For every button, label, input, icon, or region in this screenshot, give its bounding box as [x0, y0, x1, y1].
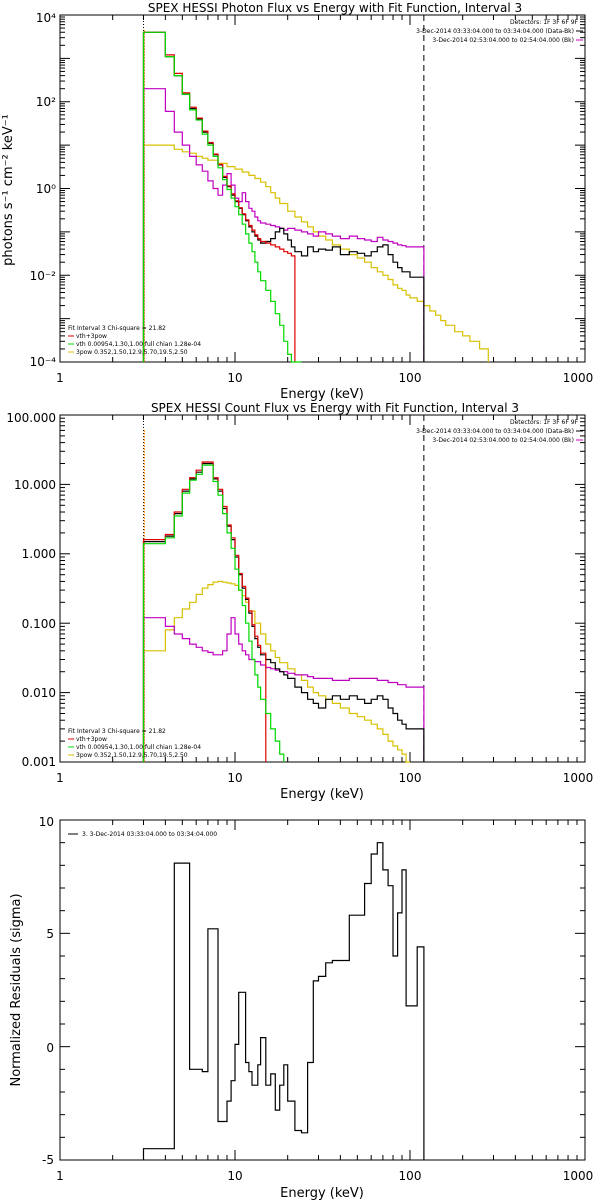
count-ytick-0.001: 0.001 [22, 755, 56, 769]
count-legend-total: vth+3pow [76, 736, 107, 743]
photon-series-vth-3pow [142, 31, 296, 362]
count-series-vth-3pow [142, 461, 267, 762]
count-xtick-100: 100 [399, 771, 422, 785]
residuals-xtick-10: 10 [227, 1169, 242, 1183]
photon-legend-3pow: 3pow 0.352,1.50,12.9,5.70,19.5,2.50 [76, 349, 188, 356]
residuals-series [142, 842, 425, 1160]
count-series [142, 461, 425, 763]
count-legend-detectors: Detectors: 1F 3F 6F 9F [510, 419, 579, 426]
photon-series [142, 31, 489, 363]
count-xlabel: Energy (keV) [280, 787, 364, 802]
photon-series-vth [142, 31, 302, 363]
photon-chart-title: SPEX HESSI Photon Flux vs Energy with Fi… [148, 1, 522, 15]
residuals-xtick-1000: 1000 [563, 1169, 594, 1183]
photon-legend-bottom-left: Fit Interval 3 Chi-square = 21.82 vth+3p… [68, 325, 201, 356]
count-flux-panel: SPEX HESSI Count Flux vs Energy with Fit… [6, 401, 593, 802]
count-series-vth [142, 464, 285, 762]
photon-legend-total: vth+3pow [76, 333, 107, 340]
photon-xtick-1000: 1000 [563, 371, 594, 385]
count-series-data-bk [142, 462, 425, 762]
residuals-xtick-1: 1 [56, 1169, 64, 1183]
photon-series-3pow [142, 144, 489, 362]
residuals-legend: 3. 3-Dec-2014 03:33:04.000 to 03:34:04.0… [82, 831, 217, 838]
residuals-series-residuals [142, 842, 425, 1160]
count-ytick-0.100: 0.100 [22, 617, 56, 631]
count-ticks [59, 415, 585, 763]
count-xtick-1: 1 [56, 771, 64, 785]
count-series-bk [142, 617, 425, 762]
photon-ytick-1e-2: 10⁻² [30, 269, 57, 283]
residuals-ytick-neg5: -5 [42, 1153, 54, 1167]
photon-xtick-1: 1 [56, 371, 64, 385]
count-vlines [142, 415, 425, 762]
residuals-xtick-100: 100 [399, 1169, 422, 1183]
count-xtick-10: 10 [227, 771, 242, 785]
photon-xtick-100: 100 [399, 371, 422, 385]
photon-legend-bk: 3-Dec-2014 02:53:04.000 to 02:54:04.000 … [432, 37, 574, 44]
photon-ticks [59, 15, 585, 363]
count-chart-title: SPEX HESSI Count Flux vs Energy with Fit… [151, 401, 519, 415]
photon-ytick-1e-4: 10⁻⁴ [30, 355, 57, 369]
residuals-ytick-10: 10 [39, 815, 54, 829]
residuals-ylabel: Normalized Residuals (sigma) [9, 893, 24, 1086]
photon-legend-detectors: Detectors: 1F 3F 6F 9F [510, 19, 579, 26]
photon-ytick-1e2: 10² [36, 95, 56, 109]
photon-legend-data: 3-Dec-2014 03:33:04.000 to 03:34:04.000 … [416, 28, 574, 35]
photon-vlines [142, 15, 425, 362]
count-ytick-10.000: 10.000 [14, 478, 56, 492]
residuals-plot-frame [59, 819, 586, 1161]
count-legend-data: 3-Dec-2014 03:33:04.000 to 03:34:04.000 … [416, 428, 574, 435]
count-legend-fit: Fit Interval 3 Chi-square = 21.82 [68, 728, 166, 735]
photon-ytick-1e0: 10⁰ [36, 182, 56, 196]
photon-plot-frame [59, 14, 586, 363]
count-xtick-1000: 1000 [563, 771, 594, 785]
photon-series-bk [142, 88, 425, 362]
photon-ytick-1e4: 10⁴ [36, 11, 56, 25]
count-ytick-0.010: 0.010 [22, 686, 56, 700]
count-legend-3pow: 3pow 0.352,1.50,12.9,5.70,19.5,2.50 [76, 752, 188, 759]
photon-legend-fit: Fit Interval 3 Chi-square = 21.82 [68, 325, 166, 332]
photon-xtick-10: 10 [227, 371, 242, 385]
photon-legend-vth: vth 0.00954,1.30,1.00 full chian 1.28e-0… [76, 341, 201, 348]
count-ytick-1.000: 1.000 [22, 547, 56, 561]
count-legend-top-right: Detectors: 1F 3F 6F 9F 3-Dec-2014 03:33:… [416, 419, 583, 444]
count-legend-bottom-left: Fit Interval 3 Chi-square = 21.82 vth+3p… [68, 728, 201, 759]
residuals-ticks [59, 819, 585, 1161]
count-legend-vth: vth 0.00954,1.30,1.00 full chian 1.28e-0… [76, 744, 201, 751]
count-plot-frame [59, 414, 586, 763]
residuals-panel: 1 10 100 1000 -5 0 5 10 Energy (keV) Nor… [9, 815, 593, 1200]
photon-ylabel: photons s⁻¹ cm⁻² keV⁻¹ [1, 114, 16, 266]
residuals-ytick-5: 5 [46, 927, 54, 941]
count-series-3pow [142, 580, 410, 763]
photon-series-data-bk [142, 31, 425, 362]
residuals-xlabel: Energy (keV) [280, 1186, 364, 1200]
count-ytick-100.000: 100.000 [6, 411, 56, 425]
photon-xlabel: Energy (keV) [280, 387, 364, 402]
photon-flux-panel: SPEX HESSI Photon Flux vs Energy with Fi… [1, 1, 593, 402]
residuals-ytick-0: 0 [46, 1041, 54, 1055]
photon-legend-top-right: Detectors: 1F 3F 6F 9F 3-Dec-2014 03:33:… [416, 19, 583, 44]
count-legend-bk: 3-Dec-2014 02:53:04.000 to 02:54:04.000 … [432, 437, 574, 444]
